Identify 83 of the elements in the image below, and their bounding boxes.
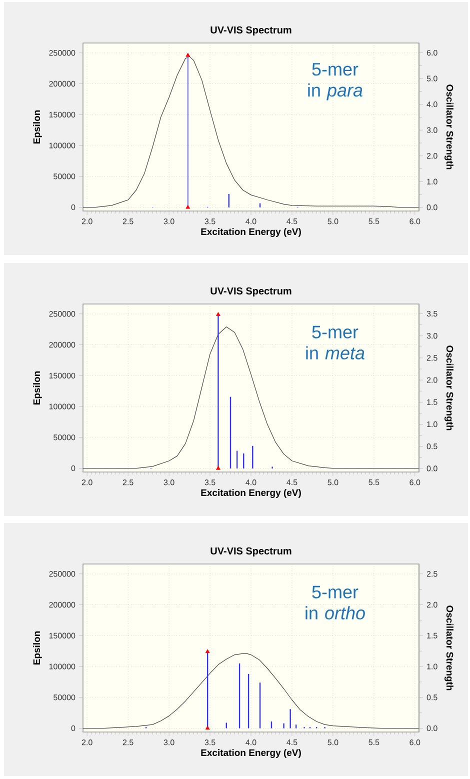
x-tick-label: 4.0 [246, 740, 256, 746]
y-tick-label: 50000 [54, 174, 76, 180]
x-tick-label: 3.0 [164, 218, 174, 224]
x-tick-label: 5.5 [368, 740, 380, 746]
y2-tick-label: 0.5 [426, 694, 438, 700]
y-tick-label: 250000 [49, 571, 76, 577]
y2-tick-label: 1.0 [427, 178, 438, 184]
y2-tick-label: 2.0 [426, 153, 438, 159]
x-tick-label: 2.0 [82, 740, 92, 746]
y-tick-label: 0 [71, 204, 76, 210]
x-axis-title: Excitation Energy (eV) [201, 749, 301, 758]
y-tick-label: 250000 [49, 311, 76, 317]
x-tick-label: 4.0 [246, 480, 256, 486]
y2-tick-label: 3.0 [426, 127, 438, 133]
y2-tick-label: 1.5 [427, 399, 438, 405]
annotation: 5-mer in para [308, 63, 362, 100]
x-tick-label: 4.0 [246, 218, 256, 224]
y-tick-label: 200000 [49, 602, 76, 608]
x-tick-label: 3.0 [164, 740, 174, 746]
y-tick-label: 50000 [54, 694, 76, 700]
y2-axis-title: Oscillator Strength [444, 346, 454, 430]
x-tick-label: 2.5 [122, 480, 134, 486]
y-tick-label: 250000 [49, 50, 76, 56]
annotation: 5-mer in meta [306, 326, 364, 360]
chart-title: UV-VIS Spectrum [210, 287, 292, 296]
y2-axis-title: Oscillator Strength [444, 606, 454, 690]
y-tick-label: 50000 [54, 434, 76, 440]
x-axis-title: Excitation Energy (eV) [201, 489, 301, 498]
x-tick-label: 4.5 [286, 218, 298, 224]
annotation: 5-mer in ortho [306, 586, 365, 620]
y2-tick-label: 5.0 [426, 76, 438, 82]
y-tick-label: 200000 [49, 80, 76, 87]
y2-tick-label: 3.0 [426, 333, 438, 339]
y-tick-label: 150000 [49, 372, 76, 378]
y2-tick-label: 4.0 [426, 101, 438, 108]
x-axis-title: Excitation Energy (eV) [201, 228, 301, 237]
y2-tick-label: 0.0 [426, 204, 438, 210]
x-tick-label: 5.5 [368, 480, 380, 486]
y-tick-label: 150000 [49, 632, 76, 638]
line-series [83, 326, 419, 469]
x-tick-label: 5.5 [368, 218, 380, 224]
x-tick-label: 3.5 [204, 740, 216, 746]
y2-axis-title: Oscillator Strength [444, 84, 454, 170]
y2-tick-label: 0.0 [426, 725, 438, 732]
y-tick-label: 200000 [49, 342, 76, 348]
x-tick-label: 2.0 [82, 480, 92, 486]
y2-tick-label: 6.0 [426, 50, 438, 56]
y-tick-label: 100000 [49, 664, 76, 670]
y-tick-label: 0 [71, 725, 76, 732]
y2-tick-label: 3.5 [426, 310, 438, 317]
y-tick-label: 150000 [49, 112, 76, 118]
x-tick-label: 5.0 [328, 218, 338, 224]
y2-tick-label: 2.0 [426, 602, 438, 608]
y2-tick-label: 0.0 [426, 466, 438, 472]
y2-tick-label: 2.0 [426, 377, 438, 383]
x-tick-label: 3.5 [204, 218, 216, 224]
x-tick-label: 5.0 [328, 480, 338, 486]
y2-tick-label: 2.5 [426, 571, 438, 577]
y2-tick-label: 2.5 [426, 355, 438, 361]
y-axis-title: Epsilon [33, 631, 42, 665]
x-tick-label: 2.5 [122, 218, 134, 224]
y-axis-title: Epsilon [33, 110, 42, 144]
x-tick-label: 6.0 [410, 480, 420, 486]
y2-tick-label: 0.5 [426, 444, 438, 450]
line-series [83, 653, 419, 729]
y2-tick-label: 1.5 [427, 632, 438, 638]
y-axis-title: Epsilon [33, 371, 42, 405]
x-tick-label: 3.0 [164, 480, 174, 486]
y2-tick-label: 1.0 [427, 421, 438, 428]
x-tick-label: 6.0 [410, 740, 420, 746]
chart-title: UV-VIS Spectrum [210, 26, 292, 36]
x-tick-label: 3.5 [204, 480, 216, 486]
y2-tick-label: 1.0 [427, 664, 438, 670]
x-tick-label: 2.0 [82, 218, 92, 224]
x-tick-label: 2.5 [122, 740, 134, 746]
x-tick-label: 4.5 [286, 480, 298, 486]
x-tick-label: 5.0 [328, 740, 338, 746]
x-tick-label: 6.0 [410, 218, 420, 224]
y-tick-label: 100000 [49, 404, 76, 410]
x-tick-label: 4.5 [286, 740, 298, 746]
y-tick-label: 0 [71, 465, 76, 472]
chart-title: UV-VIS Spectrum [210, 547, 292, 556]
y-tick-label: 100000 [49, 142, 76, 148]
